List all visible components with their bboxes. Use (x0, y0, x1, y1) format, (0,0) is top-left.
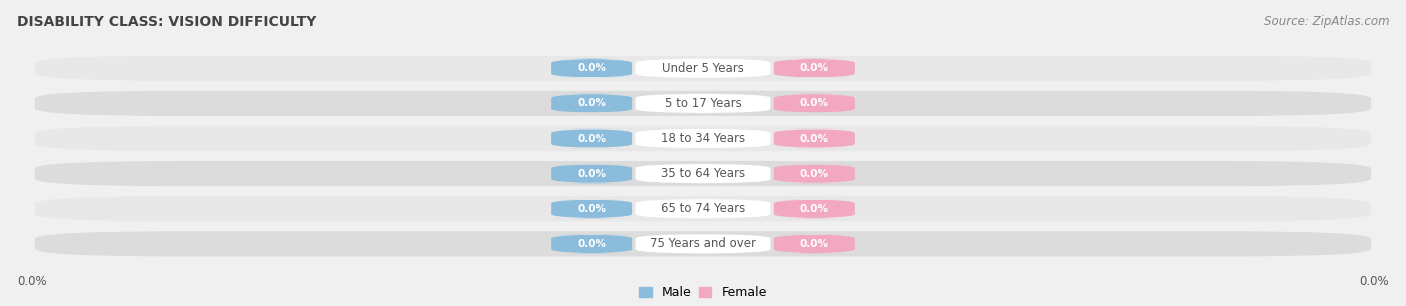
Text: 0.0%: 0.0% (800, 99, 830, 108)
FancyBboxPatch shape (636, 129, 770, 148)
Text: DISABILITY CLASS: VISION DIFFICULTY: DISABILITY CLASS: VISION DIFFICULTY (17, 15, 316, 29)
FancyBboxPatch shape (773, 164, 855, 183)
FancyBboxPatch shape (35, 196, 1371, 221)
Text: 0.0%: 0.0% (800, 204, 830, 214)
FancyBboxPatch shape (636, 94, 770, 113)
FancyBboxPatch shape (636, 199, 770, 218)
FancyBboxPatch shape (551, 94, 633, 113)
FancyBboxPatch shape (773, 129, 855, 148)
Text: 0.0%: 0.0% (800, 63, 830, 73)
Text: 35 to 64 Years: 35 to 64 Years (661, 167, 745, 180)
FancyBboxPatch shape (773, 234, 855, 253)
FancyBboxPatch shape (773, 199, 855, 218)
FancyBboxPatch shape (773, 59, 855, 78)
Text: Source: ZipAtlas.com: Source: ZipAtlas.com (1264, 15, 1389, 28)
FancyBboxPatch shape (773, 94, 855, 113)
FancyBboxPatch shape (551, 129, 633, 148)
FancyBboxPatch shape (551, 164, 633, 183)
Text: 5 to 17 Years: 5 to 17 Years (665, 97, 741, 110)
FancyBboxPatch shape (551, 59, 633, 78)
Legend: Male, Female: Male, Female (634, 281, 772, 304)
FancyBboxPatch shape (35, 231, 1371, 256)
Text: Under 5 Years: Under 5 Years (662, 62, 744, 75)
FancyBboxPatch shape (35, 91, 1371, 116)
Text: 0.0%: 0.0% (576, 169, 606, 179)
FancyBboxPatch shape (551, 234, 633, 253)
Text: 65 to 74 Years: 65 to 74 Years (661, 202, 745, 215)
Text: 0.0%: 0.0% (576, 239, 606, 249)
FancyBboxPatch shape (636, 59, 770, 78)
FancyBboxPatch shape (35, 126, 1371, 151)
FancyBboxPatch shape (636, 164, 770, 183)
FancyBboxPatch shape (551, 199, 633, 218)
Text: 0.0%: 0.0% (800, 133, 830, 144)
Text: 0.0%: 0.0% (576, 204, 606, 214)
Text: 0.0%: 0.0% (17, 275, 46, 288)
Text: 0.0%: 0.0% (1360, 275, 1389, 288)
Text: 0.0%: 0.0% (800, 239, 830, 249)
Text: 0.0%: 0.0% (576, 133, 606, 144)
Text: 0.0%: 0.0% (576, 63, 606, 73)
Text: 18 to 34 Years: 18 to 34 Years (661, 132, 745, 145)
FancyBboxPatch shape (35, 161, 1371, 186)
Text: 0.0%: 0.0% (800, 169, 830, 179)
Text: 75 Years and over: 75 Years and over (650, 237, 756, 250)
FancyBboxPatch shape (636, 234, 770, 253)
FancyBboxPatch shape (35, 56, 1371, 81)
Text: 0.0%: 0.0% (576, 99, 606, 108)
